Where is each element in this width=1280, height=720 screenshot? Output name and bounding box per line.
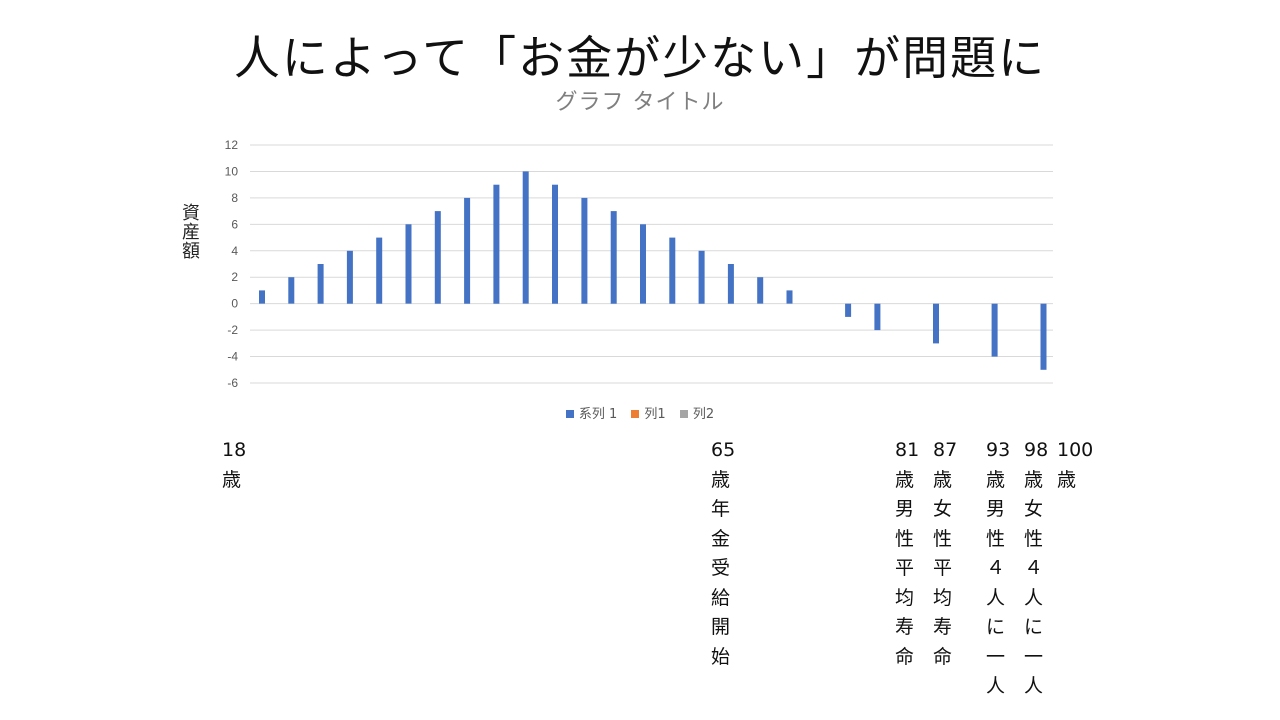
bar — [640, 224, 646, 304]
y-axis-ticks: 12 10 8 6 4 2 0 -2 -4 -6 — [225, 138, 239, 390]
legend-swatch — [565, 410, 574, 418]
bar — [933, 303, 939, 344]
bar — [874, 303, 881, 331]
age-note-93: 93 歳 男 性 ４ 人 に 一 人 — [986, 439, 1011, 697]
bar — [991, 303, 998, 357]
bar — [698, 250, 705, 304]
bar — [669, 237, 676, 304]
age-note-87: 87 歳 女 性 平 均 寿 命 — [933, 439, 958, 668]
age-note-98: 98 歳 女 性 ４ 人 に 一 人 — [1024, 439, 1049, 697]
bar — [1040, 303, 1047, 370]
bar — [259, 290, 265, 304]
bar — [845, 303, 852, 317]
legend-item-col1[interactable]: 列1 — [631, 403, 666, 422]
bar — [552, 184, 558, 304]
bar — [757, 277, 764, 304]
legend-swatch — [631, 410, 640, 418]
bar — [581, 197, 588, 304]
y-tick-label: -6 — [227, 376, 238, 390]
y-tick-label: 6 — [231, 217, 238, 231]
y-tick-label: 0 — [231, 297, 238, 311]
legend: 系列 1 列1 列2 — [0, 403, 1280, 422]
age-note-100: 100 歳 — [1057, 439, 1094, 491]
y-tick-label: 10 — [225, 164, 239, 178]
bar — [288, 277, 295, 304]
slide-title: 人によって「お金が少ない」が問題に — [233, 31, 1047, 85]
legend-swatch — [679, 410, 688, 418]
legend-label: 列1 — [644, 407, 666, 422]
age-note-18: 18 歳 — [222, 439, 247, 491]
age-note-81: 81 歳 男 性 平 均 寿 命 — [895, 439, 920, 668]
y-axis-label: 資産額 — [179, 203, 200, 260]
bar — [405, 224, 412, 304]
bar — [610, 211, 617, 304]
legend-label: 系列 1 — [578, 407, 618, 422]
bars — [259, 171, 1047, 370]
y-tick-label: -2 — [227, 323, 238, 337]
y-tick-label: 8 — [231, 191, 238, 205]
bar — [464, 197, 471, 304]
bar — [376, 237, 383, 304]
legend-label: 列2 — [692, 407, 715, 422]
bar — [493, 184, 500, 304]
y-tick-label: 12 — [225, 138, 239, 152]
bar — [317, 264, 324, 304]
age-note-65: 65 歳 年 金 受 給 開 始 — [711, 439, 736, 668]
chart-title: グラフ タイトル — [555, 90, 725, 115]
gridlines — [250, 144, 1053, 384]
y-tick-label: 4 — [231, 244, 238, 258]
y-tick-label: 2 — [231, 270, 238, 284]
bar — [786, 290, 793, 304]
legend-item-series1[interactable]: 系列 1 — [565, 403, 618, 422]
bar — [727, 264, 734, 304]
y-tick-label: -4 — [227, 350, 238, 364]
bar — [434, 211, 441, 304]
bar — [346, 250, 353, 304]
bar — [522, 171, 529, 304]
legend-item-col2[interactable]: 列2 — [679, 403, 715, 422]
